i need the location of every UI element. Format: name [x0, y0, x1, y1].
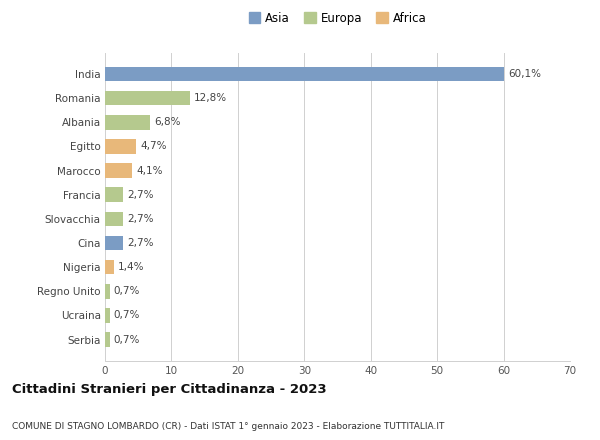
- Bar: [105, 260, 114, 275]
- Text: 6,8%: 6,8%: [154, 117, 181, 127]
- Text: 0,7%: 0,7%: [113, 286, 140, 296]
- Bar: [105, 67, 504, 81]
- Text: 2,7%: 2,7%: [127, 238, 154, 248]
- Legend: Asia, Europa, Africa: Asia, Europa, Africa: [246, 9, 429, 27]
- Bar: [105, 332, 110, 347]
- Bar: [105, 284, 110, 298]
- Text: 4,1%: 4,1%: [136, 165, 163, 176]
- Bar: [105, 212, 123, 226]
- Bar: [105, 163, 132, 178]
- Bar: [105, 139, 136, 154]
- Text: 0,7%: 0,7%: [113, 311, 140, 320]
- Text: 0,7%: 0,7%: [113, 334, 140, 345]
- Text: 60,1%: 60,1%: [508, 69, 541, 79]
- Bar: [105, 308, 110, 323]
- Text: 12,8%: 12,8%: [194, 93, 227, 103]
- Text: 2,7%: 2,7%: [127, 190, 154, 200]
- Text: Cittadini Stranieri per Cittadinanza - 2023: Cittadini Stranieri per Cittadinanza - 2…: [12, 383, 326, 396]
- Bar: [105, 91, 190, 106]
- Text: 4,7%: 4,7%: [140, 141, 167, 151]
- Bar: [105, 236, 123, 250]
- Text: 2,7%: 2,7%: [127, 214, 154, 224]
- Bar: [105, 187, 123, 202]
- Text: COMUNE DI STAGNO LOMBARDO (CR) - Dati ISTAT 1° gennaio 2023 - Elaborazione TUTTI: COMUNE DI STAGNO LOMBARDO (CR) - Dati IS…: [12, 422, 445, 431]
- Text: 1,4%: 1,4%: [118, 262, 145, 272]
- Bar: [105, 115, 150, 129]
